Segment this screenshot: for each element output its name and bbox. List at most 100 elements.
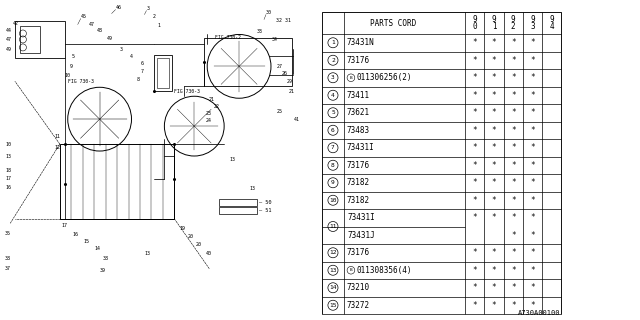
Text: 2: 2 (331, 58, 335, 63)
Text: 9: 9 (70, 64, 73, 69)
Text: 12: 12 (329, 250, 337, 255)
Text: 47: 47 (6, 37, 12, 42)
Text: *: * (472, 213, 477, 222)
Text: *: * (530, 248, 535, 257)
Text: *: * (530, 91, 535, 100)
Text: *: * (530, 108, 535, 117)
Text: 73272: 73272 (346, 301, 369, 310)
Text: *: * (511, 126, 516, 135)
Text: 22: 22 (213, 104, 219, 109)
Text: 44: 44 (6, 28, 12, 33)
Text: *: * (511, 283, 516, 292)
Text: 011308356(4): 011308356(4) (356, 266, 412, 275)
Text: 46: 46 (116, 5, 122, 10)
Bar (154, 55, 172, 91)
Text: 4: 4 (129, 54, 132, 59)
Text: 3: 3 (120, 47, 122, 52)
Text: 73431I: 73431I (347, 213, 375, 222)
Text: 27: 27 (277, 64, 283, 69)
Text: *: * (530, 161, 535, 170)
Text: *: * (492, 248, 497, 257)
Text: 38: 38 (5, 256, 11, 261)
Text: 17: 17 (5, 176, 11, 181)
Text: *: * (511, 143, 516, 152)
Text: 13: 13 (5, 154, 11, 158)
Text: *: * (530, 126, 535, 135)
Text: 38: 38 (102, 256, 109, 261)
Text: 9
3: 9 3 (530, 14, 535, 31)
Text: 011306256(2): 011306256(2) (356, 73, 412, 82)
Bar (20, 26, 40, 53)
Text: 5: 5 (331, 110, 335, 115)
Text: *: * (530, 38, 535, 47)
Text: *: * (492, 266, 497, 275)
Text: 13: 13 (145, 251, 150, 256)
Text: 5: 5 (72, 54, 75, 59)
Text: *: * (472, 178, 477, 187)
Text: A730A00100: A730A00100 (518, 310, 560, 316)
Text: *: * (472, 56, 477, 65)
Text: 16: 16 (73, 232, 79, 237)
Text: *: * (472, 301, 477, 310)
Text: 11: 11 (329, 224, 337, 229)
Text: *: * (492, 143, 497, 152)
Text: *: * (530, 143, 535, 152)
Text: 10: 10 (329, 198, 337, 203)
Text: *: * (472, 73, 477, 82)
Text: 21: 21 (208, 97, 214, 102)
Text: 2: 2 (152, 14, 156, 19)
Text: *: * (472, 38, 477, 47)
Text: FIG 730-2: FIG 730-2 (215, 35, 241, 40)
Text: 41: 41 (294, 117, 300, 122)
Text: 73176: 73176 (346, 161, 369, 170)
Text: *: * (530, 231, 535, 240)
Text: 73483: 73483 (346, 126, 369, 135)
Text: 21: 21 (289, 89, 295, 94)
Text: 15: 15 (84, 239, 90, 244)
Text: *: * (530, 196, 535, 205)
Text: *: * (511, 301, 516, 310)
Text: *: * (472, 266, 477, 275)
Text: *: * (472, 283, 477, 292)
Text: 73182: 73182 (346, 196, 369, 205)
Text: *: * (530, 283, 535, 292)
Text: 9: 9 (331, 180, 335, 185)
Text: 9
4: 9 4 (549, 14, 554, 31)
Text: 73431J: 73431J (347, 231, 375, 240)
Text: *: * (492, 213, 497, 222)
Text: B: B (349, 268, 352, 272)
Text: *: * (492, 301, 497, 310)
Text: 25: 25 (277, 109, 283, 114)
Text: 14: 14 (95, 246, 100, 251)
Text: *: * (511, 56, 516, 65)
Text: 73431I: 73431I (346, 143, 374, 152)
Text: *: * (472, 143, 477, 152)
Text: 9
1: 9 1 (492, 14, 497, 31)
Text: 15: 15 (329, 303, 337, 308)
Text: 9
0: 9 0 (472, 14, 477, 31)
Text: *: * (492, 178, 497, 187)
Text: 33: 33 (257, 29, 263, 34)
Text: 6: 6 (140, 61, 143, 66)
Text: 20: 20 (188, 234, 193, 239)
Bar (157, 58, 170, 88)
Text: 13: 13 (229, 156, 235, 162)
Bar (15, 20, 65, 58)
Text: 30: 30 (266, 10, 272, 15)
Text: 12: 12 (55, 145, 61, 149)
Text: *: * (530, 266, 535, 275)
Text: *: * (492, 73, 497, 82)
Text: *: * (492, 91, 497, 100)
Text: *: * (511, 91, 516, 100)
Text: *: * (511, 266, 516, 275)
Text: — 51: — 51 (259, 208, 271, 213)
Text: 7: 7 (140, 69, 143, 74)
Text: 49: 49 (6, 47, 12, 52)
Text: 49: 49 (107, 36, 113, 41)
Text: *: * (530, 73, 535, 82)
Text: 3: 3 (147, 6, 150, 11)
Text: *: * (472, 248, 477, 257)
Text: 39: 39 (100, 268, 106, 273)
Text: 40: 40 (206, 251, 212, 256)
Text: 17: 17 (62, 223, 68, 228)
